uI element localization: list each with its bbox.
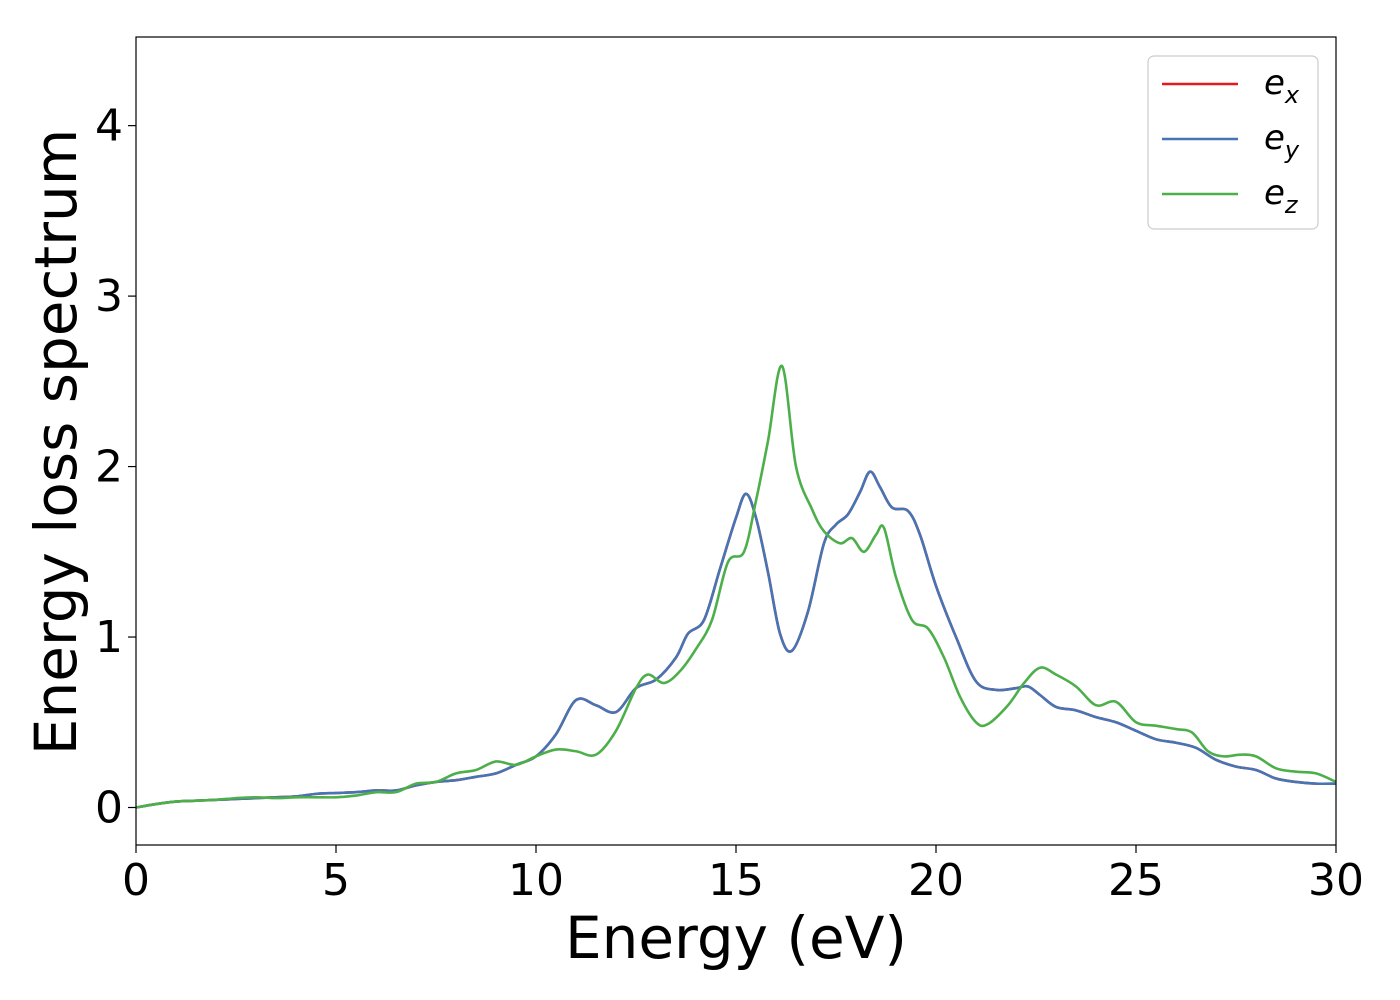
series-line-e-x (136, 470, 1336, 809)
series-line-e-z (136, 364, 1336, 809)
legend-box (1147, 55, 1319, 230)
y-tick-label: 0 (95, 782, 123, 833)
y-tick-label: 3 (95, 271, 123, 322)
x-axis-title: Energy (eV) (565, 904, 907, 972)
y-tick-label: 2 (95, 442, 123, 493)
plot-area (136, 364, 1336, 809)
x-tick-label: 0 (122, 855, 150, 906)
legend-label-e-y: ey (1264, 118, 1300, 164)
x-tick-label: 20 (908, 855, 964, 906)
y-tick-label: 1 (95, 612, 123, 663)
x-tick-label: 30 (1308, 855, 1364, 906)
legend: ex ey ez (1147, 55, 1319, 230)
y-axis-title: Energy loss spectrum (22, 129, 90, 755)
x-tick-label: 5 (322, 855, 350, 906)
legend-label-e-x: ex (1264, 63, 1300, 109)
legend-label-e-z: ez (1264, 173, 1299, 219)
y-tick-label: 4 (95, 101, 123, 152)
x-tick-label: 15 (708, 855, 764, 906)
x-tick-label: 25 (1108, 855, 1164, 906)
axes: 0 5 10 15 20 25 30 0 1 2 3 4 (95, 36, 1364, 906)
series-line-e-y (136, 470, 1336, 809)
x-tick-label: 10 (508, 855, 564, 906)
